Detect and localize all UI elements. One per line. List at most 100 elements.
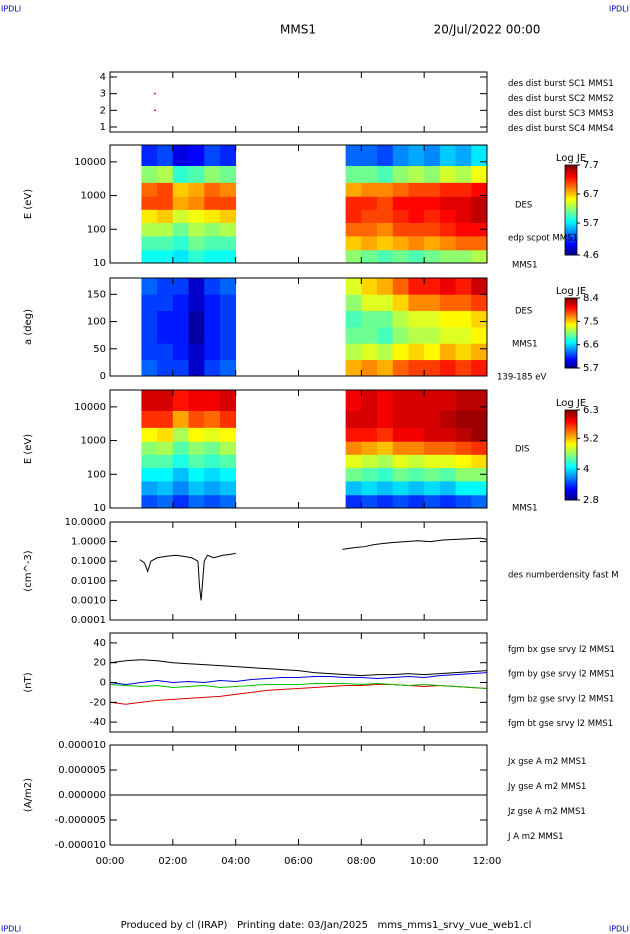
heatmap-cell — [424, 235, 441, 251]
heatmap-cell — [141, 294, 158, 312]
heatmap-cell — [455, 410, 472, 428]
heatmap-cell — [377, 222, 394, 237]
heatmap-cell — [424, 209, 441, 223]
colorbar-segment — [565, 201, 577, 204]
heatmap-cell — [361, 359, 378, 376]
y-tick-label: 1 — [100, 122, 106, 133]
heatmap-cell — [188, 410, 205, 428]
colorbar-segment — [565, 310, 577, 313]
colorbar-segment — [565, 317, 577, 320]
heatmap-cell — [424, 480, 441, 496]
heatmap-cell — [377, 249, 394, 263]
colorbar-segment — [565, 203, 577, 206]
heatmap-cell — [377, 278, 394, 295]
heatmap-cell — [408, 467, 425, 482]
heatmap-cell — [141, 249, 158, 263]
heatmap-cell — [408, 249, 425, 263]
colorbar-segment — [565, 432, 577, 436]
colorbar-segment — [565, 305, 577, 308]
heatmap-cell — [361, 145, 378, 166]
footer: Produced by cl (IRAP) Printing date: 03/… — [121, 920, 532, 931]
colorbar-segment — [565, 412, 577, 415]
heatmap-cell — [204, 249, 221, 263]
heatmap-cell — [219, 196, 237, 210]
legend-entry: des dist burst SC4 MMS4 — [508, 124, 614, 134]
data-line — [139, 537, 487, 601]
heatmap-cell — [141, 454, 158, 468]
y-tick-label: 2 — [100, 105, 106, 116]
heatmap-cell — [377, 343, 394, 361]
colorbar-segment — [565, 441, 577, 445]
colorbar-frame — [564, 297, 578, 369]
x-tick-label: 02:00 — [158, 856, 187, 867]
heatmap-cell — [141, 441, 158, 455]
colorbar-segment — [565, 491, 577, 494]
heatmap-cell — [377, 165, 394, 183]
heatmap-cell — [455, 480, 472, 496]
heatmap-cell — [408, 222, 425, 237]
heatmap-cell — [219, 165, 237, 183]
heatmap-cell — [361, 165, 378, 183]
heatmap-cell — [392, 294, 409, 312]
heatmap-cell — [361, 427, 378, 442]
heatmap-cell — [455, 494, 472, 508]
heatmap-cell — [361, 454, 378, 468]
colorbar-segment — [565, 443, 577, 447]
legend-entry: Jy gse A m2 MMS1 — [507, 782, 586, 792]
colorbar-segment — [565, 414, 577, 418]
heatmap-cell — [439, 278, 456, 295]
heatmap-cell — [392, 249, 409, 263]
heatmap-cell — [219, 209, 237, 223]
heatmap-cell — [204, 310, 221, 328]
heatmap-cell — [439, 390, 456, 411]
heatmap-cell — [408, 494, 425, 508]
colorbar-segment — [565, 306, 577, 309]
y-tick-label: 20 — [93, 658, 106, 669]
heatmap-cell — [408, 310, 425, 328]
colorbar-tick-label: 2.8 — [583, 495, 599, 506]
colorbar-segment — [565, 362, 577, 365]
heatmap-cell — [377, 327, 394, 344]
heatmap-cell — [172, 427, 189, 442]
heatmap-cell — [471, 278, 487, 295]
heatmap-cell — [471, 145, 487, 166]
colorbar-segment — [565, 192, 577, 195]
heatmap-cell — [377, 467, 394, 482]
heatmap-cell — [424, 196, 441, 210]
colorbar-segment — [565, 205, 577, 209]
colorbar-segment — [565, 322, 577, 325]
y-tick-label: 4 — [100, 72, 106, 83]
heatmap-cell — [439, 410, 456, 428]
heatmap-cell — [439, 454, 456, 468]
heatmap-cell — [392, 145, 409, 166]
heatmap-cell — [157, 294, 174, 312]
heatmap-cell — [188, 359, 205, 376]
colorbar-segment — [565, 232, 577, 236]
heatmap-cell — [188, 494, 205, 508]
heatmap-cell — [471, 359, 487, 376]
heatmap-cell — [219, 494, 237, 508]
heatmap-cell — [439, 467, 456, 482]
colorbar-segment — [565, 366, 577, 369]
legend-entry: Jz gse A m2 MMS1 — [507, 807, 586, 817]
heatmap-cell — [157, 310, 174, 328]
data-line — [110, 682, 487, 689]
heatmap-cell — [188, 235, 205, 251]
heatmap-cell — [424, 467, 441, 482]
heatmap-cell — [392, 222, 409, 237]
panel-frame — [109, 71, 488, 133]
heatmap-cell — [188, 278, 205, 295]
heatmap-cell — [172, 310, 189, 328]
heatmap-cell — [377, 359, 394, 376]
heatmap-cell — [455, 359, 472, 376]
data-point — [154, 92, 156, 95]
y-tick-label: 100 — [87, 317, 106, 328]
heatmap-cell — [345, 196, 362, 210]
heatmap-cell — [157, 480, 174, 496]
colorbar-tick-label: 4 — [583, 464, 589, 475]
heatmap-cell — [439, 209, 456, 223]
colorbar-segment — [565, 246, 577, 249]
heatmap-cell — [377, 196, 394, 210]
heatmap-cell — [204, 235, 221, 251]
legend-entry: des dist burst SC2 MMS2 — [508, 94, 614, 104]
